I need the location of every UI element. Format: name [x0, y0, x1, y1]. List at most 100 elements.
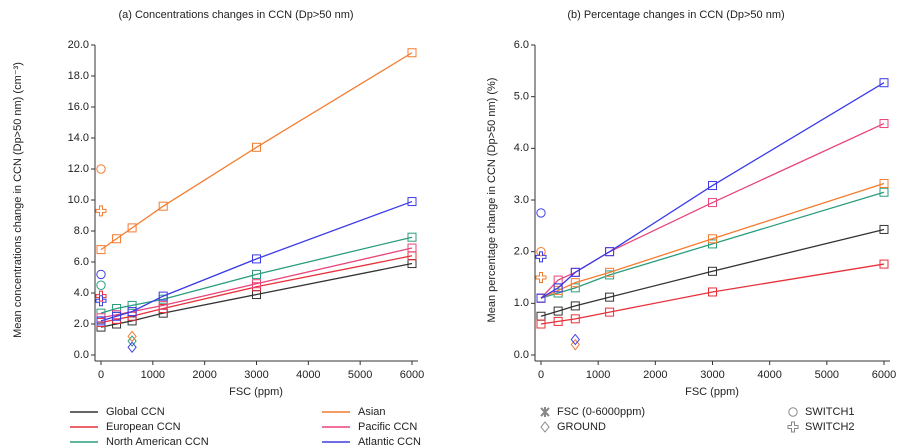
- marker-square: [570, 283, 580, 293]
- x-tick-label: 4000: [757, 369, 781, 381]
- series-line: [540, 228, 885, 317]
- y-axis-label: Mean concentrations change in CCN (Dp>50…: [12, 62, 24, 338]
- marker-square: [252, 269, 261, 279]
- series-line: [540, 263, 885, 325]
- x-tick-label: 3000: [244, 369, 268, 381]
- marker-square: [605, 267, 615, 277]
- x-tick-label: 5000: [815, 369, 839, 381]
- series-line: [100, 262, 413, 328]
- marker-diamond: [127, 341, 137, 354]
- marker-square: [879, 187, 889, 197]
- marker-square: [708, 198, 717, 208]
- marker-square: [158, 201, 168, 211]
- legend-label: Global CCN: [106, 406, 165, 418]
- marker-square: [605, 247, 615, 257]
- marker-square: [605, 307, 615, 317]
- marker-square: [605, 292, 615, 302]
- marker-diamond: [540, 421, 550, 433]
- x-tick-label: 2000: [192, 369, 216, 381]
- marker-square: [158, 291, 168, 301]
- marker-square: [112, 311, 122, 321]
- y-tick-label: 0.0: [514, 349, 529, 361]
- marker-plus: [535, 251, 547, 263]
- y-tick-label: 12.0: [68, 163, 89, 175]
- y-axis-label: Mean percentage change in CCN (Dp>50 nm)…: [486, 78, 498, 323]
- x-axis-label: FSC (ppm): [685, 386, 739, 398]
- marker-square: [708, 287, 717, 297]
- y-tick-label: 1.0: [514, 297, 529, 309]
- x-tick-label: 6000: [400, 369, 424, 381]
- legend-label: SWITCH1: [805, 406, 855, 418]
- x-axis-label: FSC (ppm): [229, 386, 283, 398]
- marker-square: [570, 278, 580, 288]
- y-tick-label: 8.0: [74, 225, 89, 237]
- legend-label: Atlantic CCN: [358, 436, 421, 448]
- x-tick-label: 5000: [348, 369, 372, 381]
- marker-circle: [96, 269, 106, 280]
- y-tick-label: 3.0: [514, 194, 529, 206]
- legend-label: Pacific CCN: [358, 421, 417, 433]
- marker-cross: [540, 407, 550, 417]
- marker-square: [536, 319, 546, 329]
- chart-title: (b) Percentage changes in CCN (Dp>50 nm): [567, 9, 784, 21]
- marker-diamond: [127, 335, 137, 347]
- x-tick-label: 4000: [296, 369, 320, 381]
- y-tick-label: 4.0: [514, 142, 529, 154]
- marker-square: [879, 178, 889, 188]
- series-line: [540, 82, 885, 299]
- legend-label: SWITCH2: [805, 421, 855, 433]
- marker-square: [708, 239, 717, 249]
- y-tick-label: 20.0: [68, 39, 89, 51]
- marker-square: [708, 266, 717, 276]
- marker-plus: [95, 295, 107, 307]
- legend-label: GROUND: [557, 421, 606, 433]
- legend-label: North American CCN: [106, 436, 209, 448]
- series-line: [100, 200, 413, 322]
- y-tick-label: 5.0: [514, 91, 529, 103]
- marker-square: [252, 279, 261, 289]
- marker-square: [407, 232, 417, 242]
- series-line: [100, 247, 413, 319]
- y-tick-label: 2.0: [514, 246, 529, 258]
- y-tick-label: 6.0: [74, 256, 89, 268]
- marker-circle: [96, 280, 106, 290]
- x-tick-label: 3000: [700, 369, 724, 381]
- y-tick-label: 4.0: [74, 287, 89, 299]
- marker-square: [96, 322, 106, 332]
- legend-label: FSC (0-6000ppm): [557, 406, 645, 418]
- marker-circle: [536, 246, 546, 257]
- chart-title: (a) Concentrations changes in CCN (Dp>50…: [118, 9, 353, 21]
- marker-square: [112, 234, 122, 244]
- series-line: [100, 255, 413, 324]
- marker-diamond: [570, 338, 580, 351]
- marker-square: [407, 48, 417, 58]
- marker-square: [570, 301, 580, 311]
- legend-label: Asian: [358, 406, 386, 418]
- x-tick-label: 6000: [872, 369, 896, 381]
- x-tick-label: 1000: [586, 369, 610, 381]
- marker-square: [553, 316, 563, 326]
- marker-square: [708, 234, 717, 244]
- y-tick-label: 16.0: [68, 101, 89, 113]
- marker-square: [879, 259, 889, 269]
- marker-plus: [95, 205, 107, 217]
- y-tick-label: 18.0: [68, 70, 89, 82]
- marker-diamond: [570, 333, 580, 346]
- marker-square: [879, 224, 889, 234]
- y-tick-label: 2.0: [74, 318, 89, 330]
- marker-circle: [536, 208, 546, 218]
- y-tick-label: 10.0: [68, 194, 89, 206]
- x-tick-label: 0: [538, 369, 544, 381]
- marker-square: [127, 223, 137, 233]
- marker-square: [536, 293, 546, 303]
- y-tick-label: 0.0: [74, 349, 89, 361]
- marker-plus: [95, 290, 107, 302]
- marker-square: [252, 254, 261, 264]
- marker-square: [252, 142, 261, 152]
- marker-square: [127, 300, 137, 310]
- x-tick-label: 2000: [643, 369, 667, 381]
- marker-diamond: [127, 330, 137, 343]
- legend-label: European CCN: [106, 421, 181, 433]
- y-tick-label: 6.0: [514, 39, 529, 51]
